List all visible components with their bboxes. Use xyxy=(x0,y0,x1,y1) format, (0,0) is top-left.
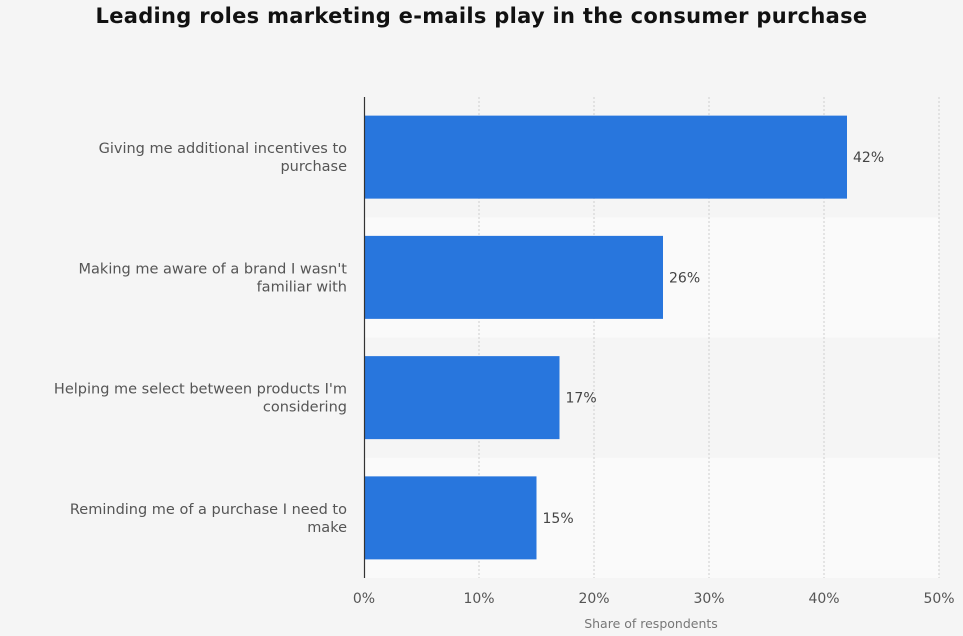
x-tick-label: 0% xyxy=(353,591,375,607)
category-label: Helping me select between products I'm co… xyxy=(54,382,347,416)
data-label: 15% xyxy=(543,511,574,527)
data-label: 42% xyxy=(853,150,884,166)
x-tick-label: 40% xyxy=(808,591,839,607)
chart-title: Leading roles marketing e-mails play in … xyxy=(95,4,868,28)
bar xyxy=(364,115,847,199)
bar xyxy=(364,235,663,319)
x-tick-label: 30% xyxy=(693,591,724,607)
bars xyxy=(364,115,847,560)
x-tick-label: 50% xyxy=(923,591,954,607)
data-labels: 42% 26% 17% 15% xyxy=(543,150,885,527)
category-label: Making me aware of a brand I wasn't famil… xyxy=(79,261,348,295)
x-tick-label: 10% xyxy=(463,591,494,607)
category-label: Giving me additional incentives to purcha… xyxy=(99,141,348,175)
data-label: 17% xyxy=(566,391,597,407)
bar xyxy=(364,476,537,560)
category-label: Reminding me of a purchase I need to make xyxy=(70,502,347,536)
x-tick-labels: 0% 10% 20% 30% 40% 50% xyxy=(353,591,955,607)
category-labels: Giving me additional incentives to purcha… xyxy=(54,141,347,536)
data-label: 26% xyxy=(669,270,700,286)
bar xyxy=(364,356,560,440)
x-tick-label: 20% xyxy=(578,591,609,607)
x-axis-title: Share of respondents xyxy=(584,616,718,631)
